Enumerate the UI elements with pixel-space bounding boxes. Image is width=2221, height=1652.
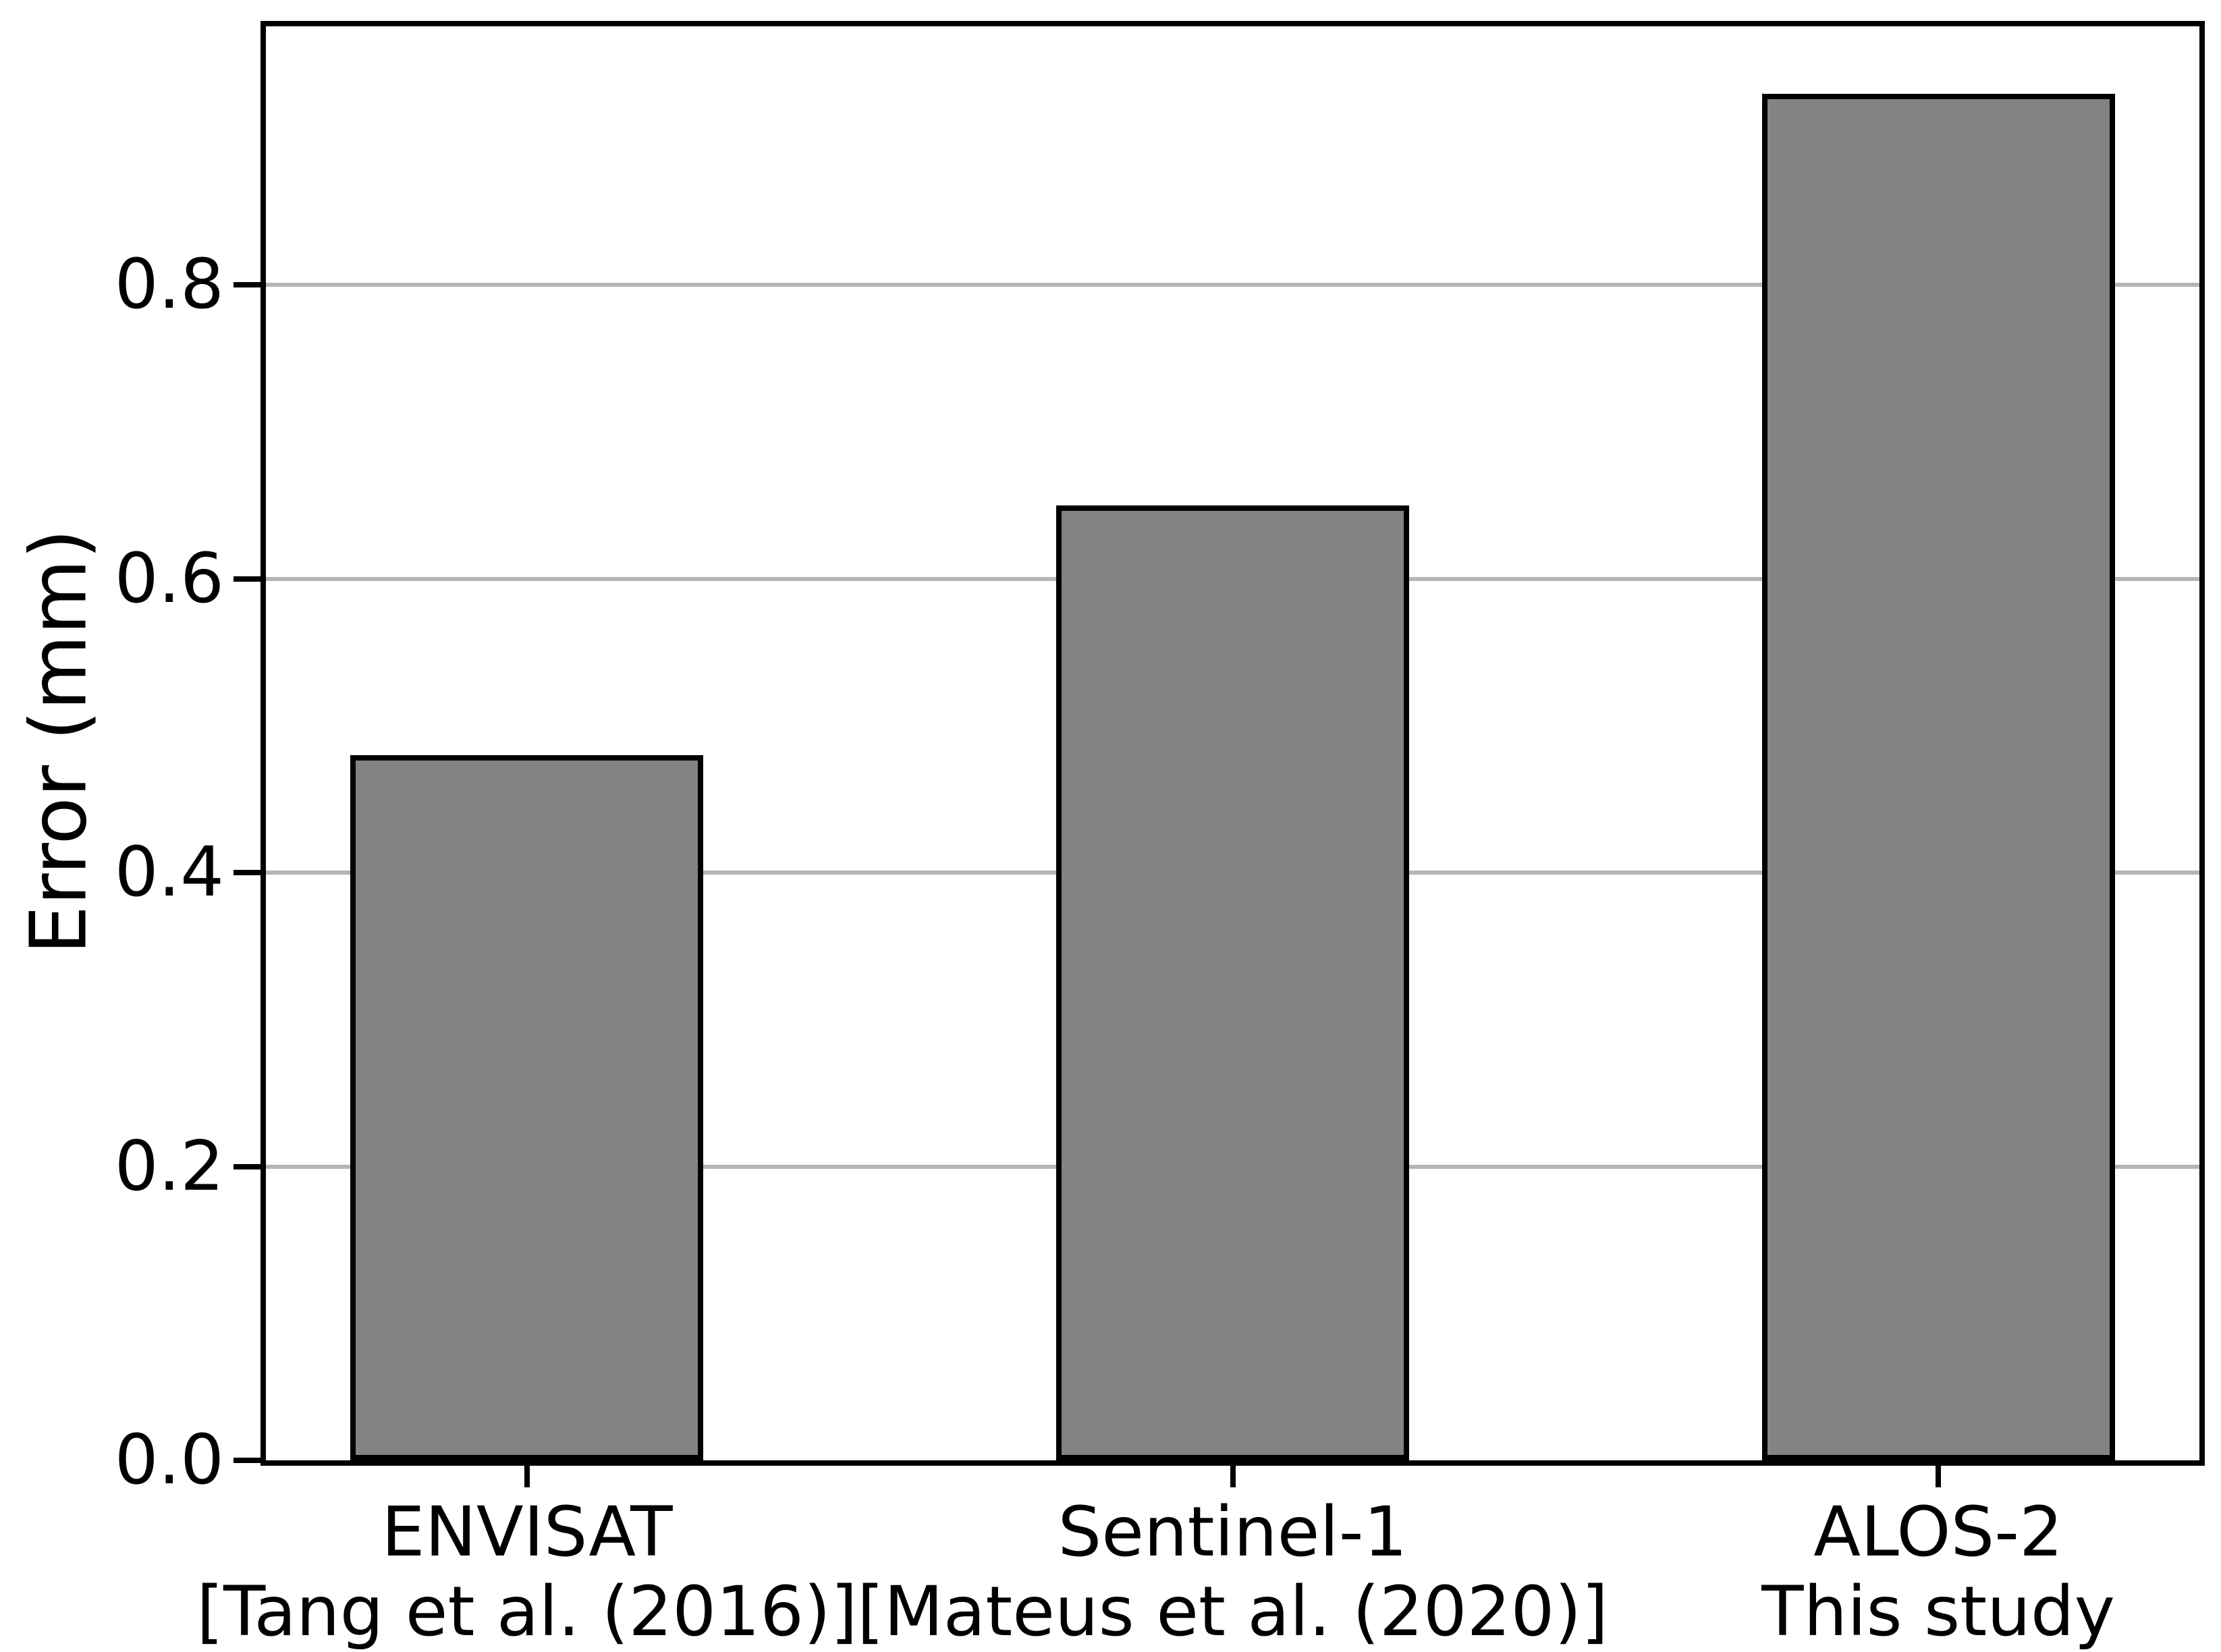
y-tick-label: 0.6 xyxy=(114,538,224,619)
y-tick-mark xyxy=(234,870,263,876)
y-tick-mark xyxy=(234,1163,263,1169)
bar xyxy=(1761,94,2115,1460)
x-category-label-line2: [Mateus et al. (2020)] xyxy=(856,1572,1609,1652)
x-category-label-line2: This study xyxy=(1761,1572,2115,1652)
y-tick-label: 0.4 xyxy=(114,832,224,913)
x-tick-mark xyxy=(1936,1460,1942,1487)
y-tick-mark xyxy=(234,1458,263,1463)
plot-area xyxy=(261,21,2205,1466)
x-category-label-line2: [Tang et al. (2016)] xyxy=(196,1572,858,1652)
y-tick-label: 0.0 xyxy=(114,1420,224,1500)
x-category-label: ENVISAT [Tang et al. (2016)] xyxy=(196,1492,858,1652)
x-tick-mark xyxy=(1230,1460,1236,1487)
x-category-label: Sentinel-1 [Mateus et al. (2020)] xyxy=(856,1492,1609,1652)
y-tick-label: 0.2 xyxy=(114,1126,224,1207)
y-tick-mark xyxy=(234,576,263,582)
x-category-label: ALOS-2 This study xyxy=(1761,1492,2115,1652)
x-category-label-line1: ENVISAT xyxy=(381,1492,673,1572)
bar xyxy=(1056,505,1409,1460)
bar xyxy=(350,754,704,1460)
y-tick-mark xyxy=(234,282,263,288)
gridline xyxy=(266,283,2199,287)
x-category-label-line1: ALOS-2 xyxy=(1813,1492,2063,1572)
x-category-label-line1: Sentinel-1 xyxy=(1058,1492,1408,1572)
y-tick-label: 0.8 xyxy=(114,244,224,325)
x-tick-mark xyxy=(524,1460,530,1487)
